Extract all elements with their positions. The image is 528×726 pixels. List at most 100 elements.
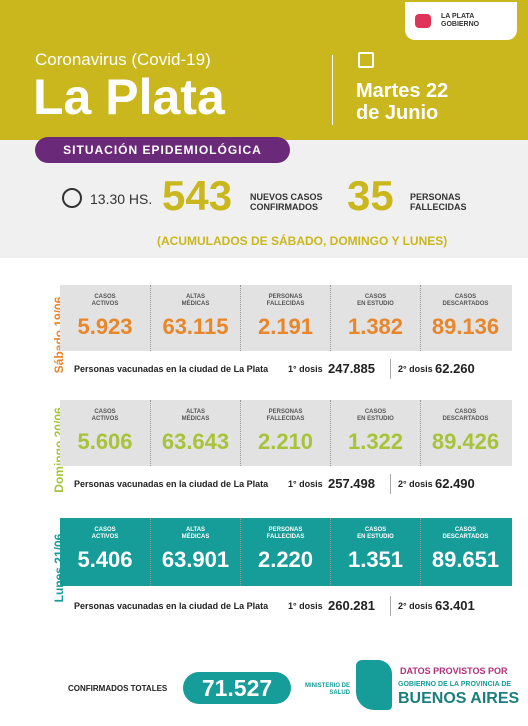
stat-label-line: EN ESTUDIO [357, 534, 394, 540]
provided: DATOS PROVISTOS POR [400, 666, 508, 676]
dose2-value: 63.401 [435, 598, 475, 613]
stat-label-line: MÉDICAS [181, 534, 210, 540]
stat-label-line: FALLECIDAS [266, 416, 305, 422]
vaccination-row: Personas vacunadas en la ciudad de La Pl… [60, 470, 512, 498]
logo-box: LA PLATA GOBIERNO [405, 2, 517, 40]
banner: SITUACIÓN EPIDEMIOLÓGICA [35, 137, 290, 163]
new-cases-label: NUEVOS CASOS CONFIRMADOS [250, 192, 323, 212]
vaccination-label: Personas vacunadas en la ciudad de La Pl… [74, 364, 269, 374]
stat-value: 63.901 [161, 547, 230, 572]
stat-label-line: EN ESTUDIO [357, 301, 394, 307]
stat-value: 2.191 [257, 314, 314, 339]
subtitle: Coronavirus (Covid-19) [35, 50, 211, 69]
time: 13.30 HS. [90, 191, 153, 207]
date: Martes 22 de Junio [356, 80, 449, 124]
stat-label-line: CASOS [364, 527, 387, 533]
province: BUENOS AIRES [398, 690, 520, 707]
stat-value: 2.210 [257, 429, 314, 454]
stat-label: ALTAS MÉDICAS [151, 294, 240, 308]
stat: ALTAS MÉDICAS 63.643 [150, 400, 240, 466]
clock-icon [62, 188, 82, 208]
dose2-label: 2° dosis [398, 479, 433, 489]
stat-label: CASOS EN ESTUDIO [331, 409, 420, 423]
calendar-icon [358, 52, 374, 68]
stat-label-line: PERSONAS [268, 409, 303, 415]
total: 71.527 [183, 672, 291, 704]
stat-value: 63.115 [162, 314, 229, 339]
stat-value: 1.322 [347, 429, 404, 454]
stat-label-line: CASOS [454, 294, 477, 300]
stat: CASOS ACTIVOS 5.923 [60, 285, 150, 351]
stats-panel: CASOS ACTIVOS 5.406 ALTAS MÉDICAS 63.901 PERSO… [60, 518, 512, 586]
stat-label-line: ACTIVOS [91, 301, 119, 307]
stat-label: ALTAS MÉDICAS [151, 409, 240, 423]
stat-label: CASOS EN ESTUDIO [331, 294, 420, 308]
stat-label-line: FALLECIDAS [266, 534, 305, 540]
stat-label: CASOS ACTIVOS [60, 409, 150, 423]
stat-label-line: CASOS [94, 527, 116, 533]
stat-label-line: DESCARTADOS [442, 534, 489, 540]
stat: CASOS ACTIVOS 5.606 [60, 400, 150, 466]
stat-label-line: MÉDICAS [181, 416, 210, 422]
stat-value: 63.643 [161, 429, 230, 454]
stats-panel: CASOS ACTIVOS 5.923 ALTAS MÉDICAS 63.115 PERSO… [60, 285, 512, 351]
dose2-label: 2° dosis [398, 364, 433, 374]
note: (ACUMULADOS DE SÁBADO, DOMINGO Y LUNES) [157, 234, 448, 248]
stat-label: CASOS DESCARTADOS [421, 527, 510, 541]
stat-label: PERSONAS FALLECIDAS [241, 409, 330, 423]
vaccination-label: Personas vacunadas en la ciudad de La Pl… [74, 601, 269, 611]
logo-icon [415, 14, 431, 28]
stat-label: PERSONAS FALLECIDAS [241, 294, 330, 308]
stat-label-line: ALTAS [185, 409, 206, 415]
stat-label: CASOS EN ESTUDIO [331, 527, 420, 541]
dose1-value: 247.885 [328, 361, 375, 376]
stat-label: CASOS DESCARTADOS [421, 294, 510, 308]
stat-label: ALTAS MÉDICAS [151, 527, 240, 541]
vaccination-row: Personas vacunadas en la ciudad de La Pl… [60, 592, 512, 620]
stat: CASOS DESCARTADOS 89.651 [420, 518, 510, 586]
stat-label: CASOS DESCARTADOS [421, 409, 510, 423]
stat-label-line: MÉDICAS [181, 301, 210, 307]
stat: ALTAS MÉDICAS 63.115 [150, 285, 240, 351]
stat-label-line: ALTAS [185, 294, 206, 300]
vaccination-label: Personas vacunadas en la ciudad de La Pl… [74, 479, 269, 489]
stat-label-line: ALTAS [185, 527, 206, 533]
new-cases: 543 [162, 172, 233, 219]
stat-label-line: CASOS [364, 294, 387, 300]
stat-label-line: CASOS [94, 294, 116, 300]
stat-label-line: DESCARTADOS [442, 301, 489, 307]
title: La Plata [33, 69, 225, 125]
stat-label-line: CASOS [454, 527, 477, 533]
stat-value: 89.651 [431, 547, 500, 572]
stat-label-line: PERSONAS [268, 294, 303, 300]
stat-label-line: ACTIVOS [91, 534, 119, 540]
stat-label: PERSONAS FALLECIDAS [241, 527, 330, 541]
logo-text: LA PLATA GOBIERNO [441, 13, 480, 28]
stat: PERSONAS FALLECIDAS 2.210 [240, 400, 330, 466]
divider [390, 474, 391, 494]
vaccination-row: Personas vacunadas en la ciudad de La Pl… [60, 355, 512, 383]
stat-label-line: CASOS [454, 409, 477, 415]
stat-label: CASOS ACTIVOS [60, 527, 150, 541]
stat-label-line: ACTIVOS [91, 416, 119, 422]
stat-value: 2.220 [257, 547, 314, 572]
stat-value: 89.136 [431, 314, 500, 339]
deaths-label: PERSONAS FALLECIDAS [410, 192, 467, 212]
stat-value: 5.923 [77, 314, 133, 339]
stat: ALTAS MÉDICAS 63.901 [150, 518, 240, 586]
stat-label-line: CASOS [364, 409, 387, 415]
stat: PERSONAS FALLECIDAS 2.191 [240, 285, 330, 351]
stat: CASOS ACTIVOS 5.406 [60, 518, 150, 586]
stat-label: CASOS ACTIVOS [60, 294, 150, 308]
dose1-label: 1° dosis [288, 479, 323, 489]
stat-label-line: EN ESTUDIO [357, 416, 394, 422]
stat: CASOS DESCARTADOS 89.136 [420, 285, 510, 351]
stats-panel: CASOS ACTIVOS 5.606 ALTAS MÉDICAS 63.643 PERSO… [60, 400, 512, 466]
stat-value: 89.426 [431, 429, 500, 454]
province-map [356, 660, 392, 710]
dose1-label: 1° dosis [288, 364, 323, 374]
dose2-label: 2° dosis [398, 601, 433, 611]
dose1-value: 260.281 [328, 598, 375, 613]
stat: CASOS DESCARTADOS 89.426 [420, 400, 510, 466]
dose2-value: 62.260 [435, 361, 475, 376]
